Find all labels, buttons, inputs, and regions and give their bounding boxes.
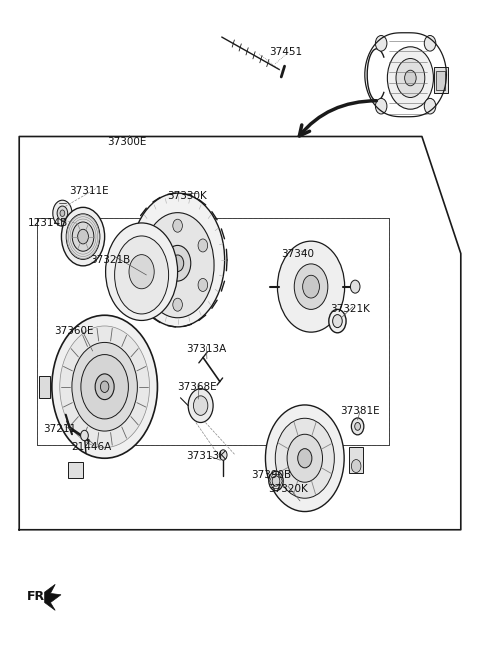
Text: 37451: 37451 — [269, 47, 302, 57]
Circle shape — [424, 98, 436, 114]
Circle shape — [265, 405, 344, 512]
Text: 37381E: 37381E — [340, 406, 380, 417]
Circle shape — [272, 476, 280, 486]
Circle shape — [60, 210, 65, 216]
Ellipse shape — [131, 193, 225, 327]
Circle shape — [95, 374, 114, 400]
Text: 37313K: 37313K — [186, 451, 227, 462]
Circle shape — [147, 278, 157, 291]
Text: FR.: FR. — [26, 590, 49, 603]
Text: 37311E: 37311E — [69, 186, 108, 196]
Circle shape — [424, 36, 436, 51]
Circle shape — [276, 419, 334, 498]
Circle shape — [287, 434, 323, 482]
Circle shape — [396, 58, 425, 98]
Bar — [434, 67, 448, 93]
Circle shape — [72, 343, 137, 431]
Circle shape — [57, 206, 68, 220]
Circle shape — [219, 450, 227, 460]
Text: 37340: 37340 — [281, 249, 314, 259]
Circle shape — [78, 229, 88, 244]
Text: 37321K: 37321K — [330, 304, 371, 315]
Circle shape — [173, 219, 182, 232]
Circle shape — [61, 207, 105, 266]
Text: 37360E: 37360E — [55, 326, 94, 337]
Text: 37390B: 37390B — [251, 469, 291, 480]
Text: 12314B: 12314B — [28, 218, 68, 228]
Wedge shape — [323, 302, 337, 322]
Wedge shape — [331, 279, 343, 294]
Circle shape — [173, 298, 182, 311]
Circle shape — [303, 276, 320, 298]
Circle shape — [53, 200, 72, 226]
Circle shape — [375, 36, 387, 51]
Ellipse shape — [141, 213, 214, 318]
Text: 37330K: 37330K — [168, 191, 207, 202]
Circle shape — [106, 223, 178, 320]
Circle shape — [333, 315, 342, 328]
Circle shape — [72, 222, 94, 251]
Bar — [37, 218, 389, 445]
Text: 37313A: 37313A — [186, 344, 227, 354]
Bar — [37, 218, 389, 445]
Circle shape — [350, 280, 360, 293]
Circle shape — [198, 278, 208, 291]
Text: 37368E: 37368E — [177, 382, 216, 392]
Polygon shape — [45, 584, 61, 610]
Circle shape — [269, 471, 283, 491]
Circle shape — [351, 460, 361, 473]
Circle shape — [165, 246, 191, 281]
Wedge shape — [285, 302, 300, 322]
Bar — [69, 462, 83, 478]
Wedge shape — [305, 243, 317, 260]
Text: 21446A: 21446A — [71, 442, 111, 452]
Bar — [436, 71, 445, 90]
Circle shape — [81, 430, 88, 441]
Circle shape — [188, 389, 213, 422]
Circle shape — [81, 355, 129, 419]
Circle shape — [298, 448, 312, 468]
Circle shape — [60, 326, 150, 447]
Circle shape — [355, 422, 360, 430]
Text: 37321B: 37321B — [90, 255, 131, 265]
Circle shape — [405, 70, 416, 86]
Circle shape — [100, 381, 109, 393]
Circle shape — [193, 396, 208, 415]
Circle shape — [129, 255, 154, 289]
Wedge shape — [305, 313, 317, 330]
Circle shape — [277, 241, 345, 332]
Wedge shape — [279, 279, 291, 294]
Circle shape — [329, 309, 346, 333]
Circle shape — [351, 418, 364, 435]
Circle shape — [52, 315, 157, 458]
Bar — [349, 447, 363, 473]
Circle shape — [147, 239, 157, 252]
Text: 37211: 37211 — [43, 424, 77, 434]
Ellipse shape — [115, 236, 168, 314]
Wedge shape — [285, 252, 300, 271]
Text: 37320K: 37320K — [268, 484, 308, 495]
Circle shape — [294, 264, 328, 309]
Wedge shape — [323, 252, 337, 271]
Circle shape — [198, 239, 208, 252]
Bar — [39, 376, 50, 398]
Circle shape — [171, 255, 184, 272]
Circle shape — [375, 98, 387, 114]
Circle shape — [66, 214, 100, 259]
Text: 37300E: 37300E — [108, 136, 147, 147]
Circle shape — [387, 47, 433, 109]
